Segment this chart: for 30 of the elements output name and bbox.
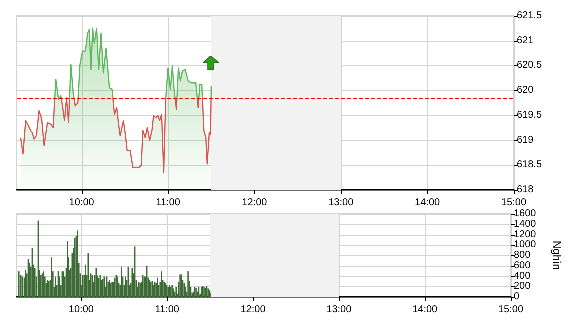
x-tick-label: 10:00 [68,304,94,316]
x-tick-label: 14:00 [415,198,441,208]
y-tick-label: 619 [517,134,534,146]
x-tick-label: 12:00 [242,198,268,208]
y-axis-title: Nghìn [550,240,562,270]
x-tick-label: 11:00 [155,304,180,316]
x-tick-label: 13:00 [326,304,352,316]
y-tick-label: 621 [517,35,534,46]
y-tick-label: 1000 [514,240,537,251]
y-tick-label: 618.5 [517,160,542,171]
x-tick-label: 14:00 [412,304,438,316]
y-tick-label: 618 [517,184,534,196]
x-tick-label: 15:00 [498,304,524,316]
y-tick-label: 1400 [514,218,537,230]
y-tick-label: 1600 [514,208,537,220]
y-tick-label: 620 [517,85,534,96]
y-tick-label: 621.5 [517,10,542,22]
x-tick-label: 13:00 [328,198,354,208]
y-tick-label: 1200 [514,229,537,240]
x-tick-label: 10:00 [69,198,95,208]
y-tick-label: 400 [514,270,532,282]
y-tick-label: 619.5 [517,110,542,121]
y-tick-label: 600 [514,260,532,272]
x-tick-label: 12:00 [240,304,266,316]
y-tick-label: 200 [514,281,532,292]
x-tick-label: 11:00 [156,198,181,208]
y-tick-label: 620.5 [517,60,542,72]
y-tick-label: 0 [514,292,520,302]
y-tick-label: 800 [514,250,532,261]
x-tick-label: 15:00 [501,198,527,208]
